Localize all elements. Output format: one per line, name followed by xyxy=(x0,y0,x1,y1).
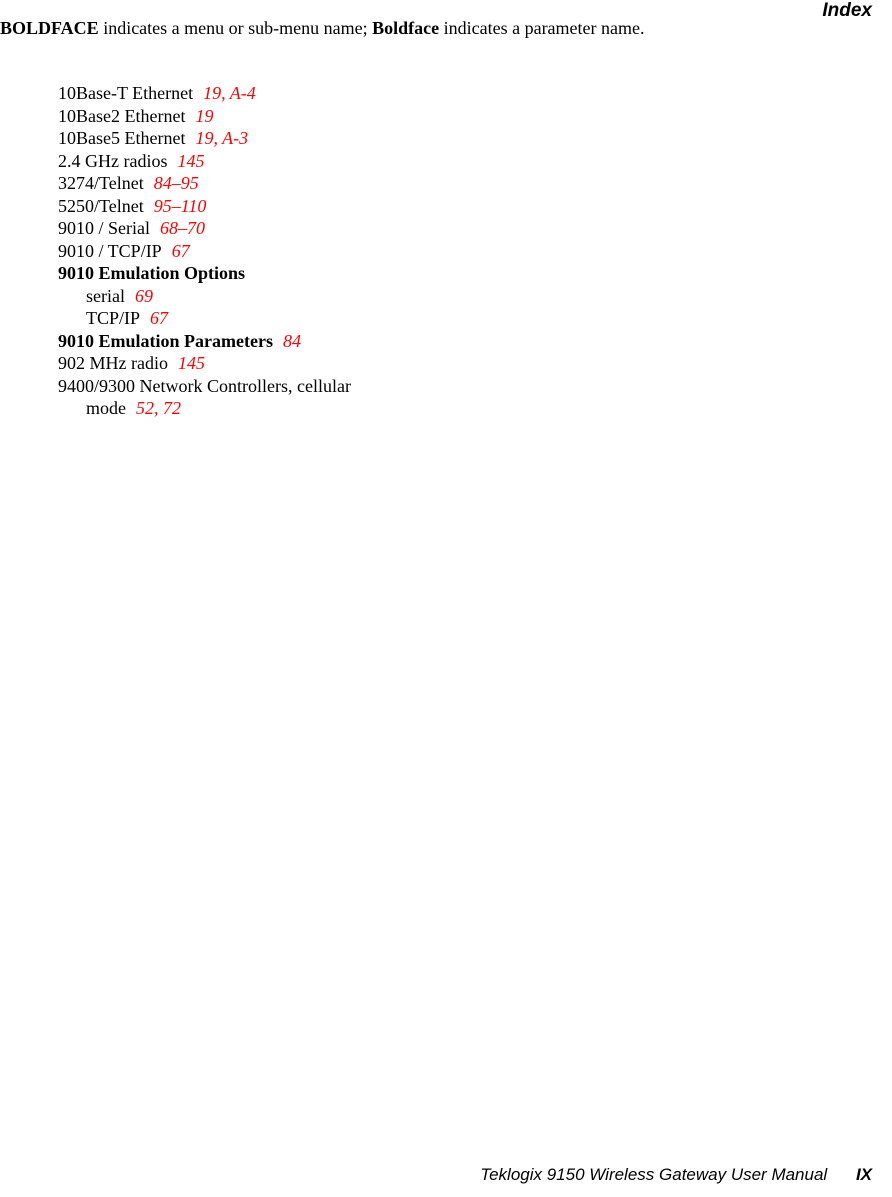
index-term: 3274/Telnet xyxy=(58,173,144,193)
legend-bold-menu: BOLDFACE xyxy=(0,18,99,38)
index-entry: 902 MHz radio 145 xyxy=(58,352,351,375)
index-page-ref: 84 xyxy=(283,331,301,351)
index-page-ref: 145 xyxy=(177,151,204,171)
index-term: 5250/Telnet xyxy=(58,196,144,216)
index-page-ref: 67 xyxy=(172,241,190,261)
index-page-ref: 19, A-4 xyxy=(203,83,256,103)
index-entry: 3274/Telnet 84–95 xyxy=(58,172,351,195)
index-term: serial xyxy=(86,286,125,306)
footer-text: Teklogix 9150 Wireless Gateway User Manu… xyxy=(480,1165,827,1184)
index-entry: 2.4 GHz radios 145 xyxy=(58,150,351,173)
index-entry: mode 52, 72 xyxy=(86,397,351,420)
page-title: Index xyxy=(822,0,872,22)
index-term: 10Base-T Ethernet xyxy=(58,83,193,103)
index-page-ref: 19, A-3 xyxy=(195,128,248,148)
index-term: 9400/9300 Network Controllers, cellular xyxy=(58,376,351,396)
index-term: 902 MHz radio xyxy=(58,353,168,373)
index-page-ref: 95–110 xyxy=(154,196,207,216)
index-term: 9010 / TCP/IP xyxy=(58,241,162,261)
index-page-ref: 52, 72 xyxy=(136,398,181,418)
index-entry: 10Base2 Ethernet 19 xyxy=(58,105,351,128)
index-entry: 5250/Telnet 95–110 xyxy=(58,195,351,218)
index-entry: 9010 Emulation Options xyxy=(58,262,351,285)
index-page-ref: 67 xyxy=(150,308,168,328)
index-entry: 10Base-T Ethernet 19, A-4 xyxy=(58,82,351,105)
index-entry: 9010 / Serial 68–70 xyxy=(58,217,351,240)
legend-text-1: indicates a menu or sub-menu name; xyxy=(99,18,372,38)
index-term: 9010 Emulation Options xyxy=(58,263,245,283)
footer-page-number: IX xyxy=(856,1165,872,1184)
index-term: 10Base2 Ethernet xyxy=(58,106,185,126)
index-entry: 9010 / TCP/IP 67 xyxy=(58,240,351,263)
index-term: 10Base5 Ethernet xyxy=(58,128,185,148)
index-entries: 10Base-T Ethernet19, A-410Base2 Ethernet… xyxy=(58,82,351,420)
index-term: mode xyxy=(86,398,126,418)
index-term: 2.4 GHz radios xyxy=(58,151,167,171)
index-page-ref: 68–70 xyxy=(160,218,205,238)
legend-bold-param: Boldface xyxy=(372,18,439,38)
index-page-ref: 19 xyxy=(195,106,213,126)
index-entry: 9400/9300 Network Controllers, cellular xyxy=(58,375,351,398)
footer: Teklogix 9150 Wireless Gateway User Manu… xyxy=(480,1165,872,1185)
legend-line: BOLDFACE indicates a menu or sub-menu na… xyxy=(0,18,645,39)
index-page-ref: 84–95 xyxy=(154,173,199,193)
index-entry: serial 69 xyxy=(86,285,351,308)
index-page-ref: 69 xyxy=(135,286,153,306)
index-term: 9010 / Serial xyxy=(58,218,150,238)
index-entry: TCP/IP 67 xyxy=(86,307,351,330)
index-term: 9010 Emulation Parameters xyxy=(58,331,273,351)
index-term: TCP/IP xyxy=(86,308,140,328)
legend-text-2: indicates a parameter name. xyxy=(439,18,644,38)
index-entry: 9010 Emulation Parameters 84 xyxy=(58,330,351,353)
index-entry: 10Base5 Ethernet 19, A-3 xyxy=(58,127,351,150)
index-page-ref: 145 xyxy=(178,353,205,373)
